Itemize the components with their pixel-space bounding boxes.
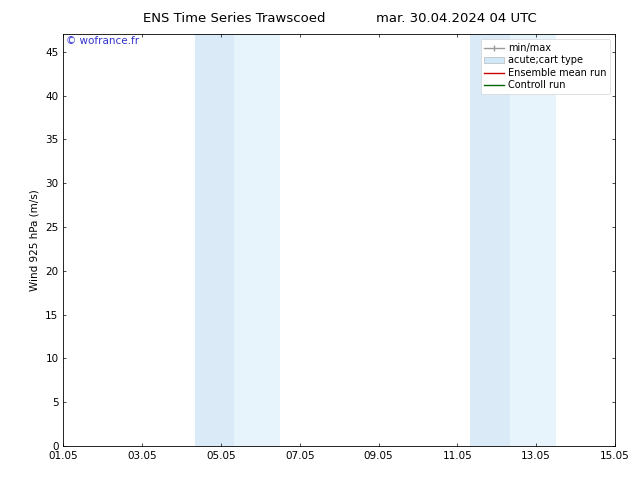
- Bar: [234, 34, 280, 446]
- Y-axis label: Wind 925 hPa (m/s): Wind 925 hPa (m/s): [30, 189, 40, 291]
- Bar: [195, 34, 234, 446]
- Text: © wofrance.fr: © wofrance.fr: [66, 36, 139, 47]
- Bar: [470, 34, 510, 446]
- Text: ENS Time Series Trawscoed: ENS Time Series Trawscoed: [143, 12, 326, 25]
- Legend: min/max, acute;cart type, Ensemble mean run, Controll run: min/max, acute;cart type, Ensemble mean …: [481, 39, 610, 94]
- Bar: [510, 34, 556, 446]
- Text: mar. 30.04.2024 04 UTC: mar. 30.04.2024 04 UTC: [376, 12, 537, 25]
